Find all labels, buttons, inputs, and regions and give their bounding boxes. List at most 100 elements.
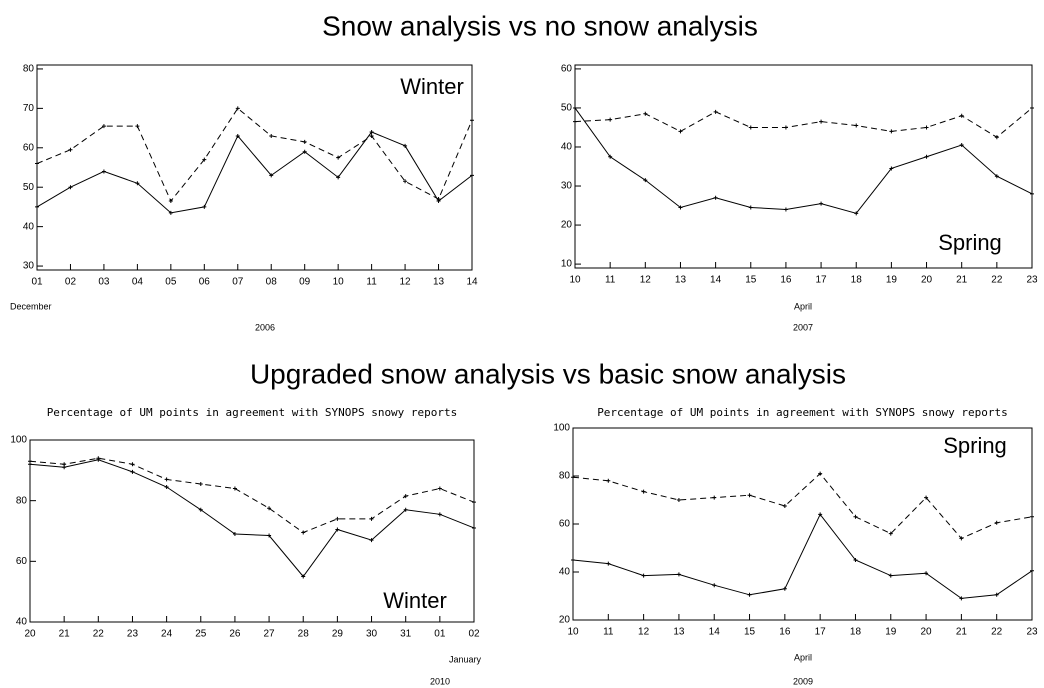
point-marker xyxy=(571,475,575,480)
y-tick-label: 30 xyxy=(561,181,573,192)
point-marker xyxy=(1030,191,1034,196)
point-marker xyxy=(335,516,340,521)
point-marker xyxy=(924,571,929,576)
point-marker xyxy=(232,532,237,537)
point-marker xyxy=(198,507,203,512)
x-tick-label: 16 xyxy=(779,627,791,638)
point-marker xyxy=(472,525,476,530)
point-marker xyxy=(202,204,207,209)
point-marker xyxy=(959,143,964,148)
point-marker xyxy=(267,533,272,538)
x-tick-label: 26 xyxy=(229,629,241,640)
x-tick-label: 11 xyxy=(605,275,616,286)
point-marker xyxy=(96,456,101,461)
x-tick-label: 21 xyxy=(59,629,71,640)
x-tick-label: 28 xyxy=(298,629,310,640)
point-marker xyxy=(269,133,274,138)
y-tick-label: 80 xyxy=(23,64,35,75)
y-tick-label: 40 xyxy=(16,617,28,628)
x-tick-label: 25 xyxy=(195,629,207,640)
series-line xyxy=(29,459,475,578)
point-marker xyxy=(336,155,341,160)
series-line xyxy=(574,107,1033,214)
point-marker xyxy=(235,133,240,138)
chart-title: Percentage of UM points in agreement wit… xyxy=(597,406,1008,419)
y-tick-label: 100 xyxy=(553,423,570,434)
x-tick-label: 24 xyxy=(161,629,173,640)
x-tick-label: 23 xyxy=(1026,627,1038,638)
annotation: Winter xyxy=(383,588,447,613)
x-tick-label: 01 xyxy=(31,277,43,288)
x-tick-label: 13 xyxy=(675,275,687,286)
point-marker xyxy=(608,117,613,122)
point-marker xyxy=(889,166,894,171)
point-marker xyxy=(713,109,718,114)
x-tick-label: 05 xyxy=(165,277,177,288)
point-marker xyxy=(854,123,859,128)
annotation: Spring xyxy=(943,433,1007,458)
point-marker xyxy=(130,462,135,467)
point-marker xyxy=(959,536,964,541)
point-marker xyxy=(888,573,893,578)
point-marker xyxy=(854,211,859,216)
point-marker xyxy=(130,469,135,474)
point-marker xyxy=(369,516,374,521)
point-marker xyxy=(819,201,824,206)
y-tick-label: 100 xyxy=(10,435,27,446)
x-tick-label: 23 xyxy=(1026,275,1038,286)
series-line xyxy=(29,457,475,534)
x-tick-label: 11 xyxy=(603,627,614,638)
x-sublabel: 2009 xyxy=(793,676,813,686)
y-tick-label: 80 xyxy=(16,495,28,506)
y-tick-label: 40 xyxy=(559,567,571,578)
y-tick-label: 60 xyxy=(23,142,35,153)
point-marker xyxy=(571,558,575,562)
x-tick-label: 19 xyxy=(885,627,897,638)
x-tick-label: 08 xyxy=(266,277,278,288)
x-tick-label: 12 xyxy=(640,275,652,286)
point-marker xyxy=(164,477,169,482)
y-tick-label: 50 xyxy=(23,182,35,193)
point-marker xyxy=(676,498,681,502)
point-marker xyxy=(748,125,753,130)
point-marker xyxy=(336,175,341,180)
point-marker xyxy=(403,507,408,512)
heading: Snow analysis vs no snow analysis xyxy=(322,10,758,41)
plot-frame xyxy=(574,64,1033,269)
point-marker xyxy=(335,527,340,532)
x-tick-label: 14 xyxy=(710,275,722,286)
point-marker xyxy=(678,205,683,210)
x-tick-label: 17 xyxy=(815,627,827,638)
x-tick-label: 01 xyxy=(434,629,446,640)
x-tick-label: 13 xyxy=(673,627,685,638)
x-label: April xyxy=(794,301,812,311)
x-tick-label: 03 xyxy=(98,277,110,288)
x-tick-label: 10 xyxy=(333,277,345,288)
series-line xyxy=(572,513,1033,599)
point-marker xyxy=(853,514,858,519)
x-tick-label: 30 xyxy=(366,629,378,640)
x-tick-label: 22 xyxy=(93,629,105,640)
point-marker xyxy=(472,500,476,505)
point-marker xyxy=(436,197,441,202)
x-tick-label: 14 xyxy=(709,627,721,638)
heading: Upgraded snow analysis vs basic snow ana… xyxy=(250,358,846,389)
point-marker xyxy=(101,169,106,174)
point-marker xyxy=(164,485,169,490)
point-marker xyxy=(818,471,823,476)
y-tick-label: 60 xyxy=(559,519,571,530)
point-marker xyxy=(643,178,648,183)
point-marker xyxy=(369,133,374,138)
point-marker xyxy=(747,493,752,498)
point-marker xyxy=(924,495,929,500)
y-tick-label: 40 xyxy=(23,221,35,232)
point-marker xyxy=(641,573,646,578)
point-marker xyxy=(889,129,894,134)
x-tick-label: 15 xyxy=(744,627,756,638)
point-marker xyxy=(994,135,999,140)
x-tick-label: 31 xyxy=(400,629,412,640)
point-marker xyxy=(437,512,442,517)
point-marker xyxy=(62,462,67,467)
point-marker xyxy=(168,210,173,215)
